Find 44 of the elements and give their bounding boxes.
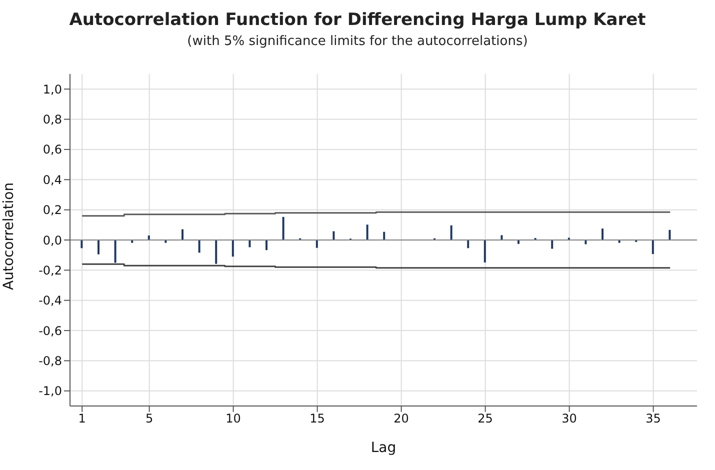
bar xyxy=(652,240,654,254)
y-axis-title: Autocorrelation xyxy=(0,182,17,290)
bar xyxy=(450,225,452,240)
bar xyxy=(602,228,604,240)
y-tick-label: -0,2 xyxy=(38,263,62,278)
y-tick-label: -0,4 xyxy=(38,294,62,308)
bar xyxy=(248,240,251,248)
bar xyxy=(114,240,116,263)
y-tick-label: 0,6 xyxy=(42,142,62,157)
bar xyxy=(266,240,268,250)
x-tick-label: 1 xyxy=(78,412,86,426)
bar xyxy=(366,224,368,240)
bar xyxy=(551,240,554,249)
y-tick-label: -0,6 xyxy=(38,324,62,338)
x-tick-label: 20 xyxy=(394,412,409,426)
x-tick-label: 5 xyxy=(145,412,154,426)
bar xyxy=(182,229,184,240)
bar xyxy=(198,240,200,253)
bar xyxy=(484,240,486,262)
bar xyxy=(215,240,218,264)
y-tick-label: 0,0 xyxy=(42,233,62,248)
bar xyxy=(80,240,83,248)
x-tick-label: 15 xyxy=(310,412,325,426)
bar xyxy=(282,216,284,240)
y-tick-label: 0,2 xyxy=(42,203,62,218)
bar xyxy=(316,240,318,248)
chart-title: Autocorrelation Function for Differencing Harga Lump Karet xyxy=(68,10,647,30)
bar xyxy=(383,232,386,240)
y-tick-label: 0,4 xyxy=(42,172,62,187)
x-axis-title: Lag xyxy=(370,440,396,456)
x-tick-label: 30 xyxy=(562,412,577,426)
bar xyxy=(668,230,671,240)
y-tick-label: -1,0 xyxy=(38,384,62,398)
bar xyxy=(332,231,335,240)
x-tick-label: 25 xyxy=(478,412,493,426)
bar xyxy=(97,240,100,254)
x-tick-label: 10 xyxy=(226,412,241,426)
y-tick-label: -0,8 xyxy=(38,354,62,368)
bar xyxy=(467,240,470,248)
y-tick-label: 0,8 xyxy=(42,112,62,127)
x-tick-label: 35 xyxy=(646,412,661,426)
y-tick-label: 1,0 xyxy=(42,82,62,96)
bar xyxy=(232,240,234,257)
chart-subtitle: (with 5% significance limits for the autocorrelations) xyxy=(186,34,529,49)
